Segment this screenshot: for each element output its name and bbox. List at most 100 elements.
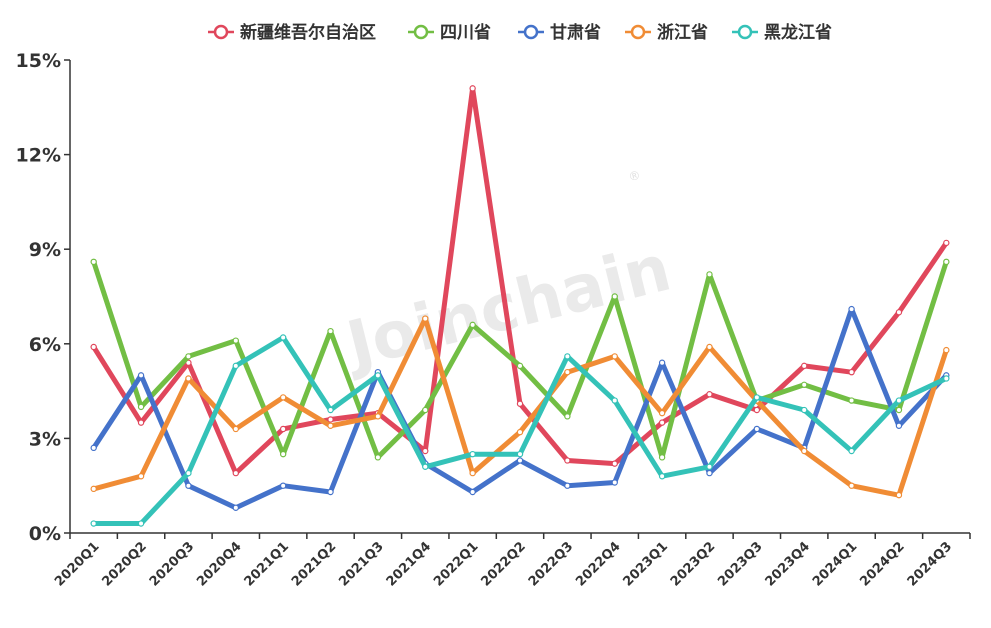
legend-item[interactable]: 黑龙江省 <box>732 22 832 43</box>
x-tick-label: 2021Q1 <box>242 539 292 589</box>
data-point <box>90 520 97 527</box>
data-point <box>753 425 761 433</box>
data-point <box>185 353 192 360</box>
legend-item[interactable]: 甘肃省 <box>518 22 601 43</box>
data-point <box>516 428 524 436</box>
legend-marker <box>213 24 229 40</box>
x-tick-label: 2024Q3 <box>905 539 955 589</box>
data-point <box>801 362 808 370</box>
x-tick-label: 2022Q1 <box>431 539 481 589</box>
legend-label: 黑龙江省 <box>764 22 832 43</box>
x-tick-label: 2020Q2 <box>99 539 149 589</box>
data-point <box>422 463 429 470</box>
data-point <box>706 469 713 477</box>
data-point <box>374 454 382 461</box>
data-point <box>516 362 524 370</box>
data-point <box>185 375 192 382</box>
data-point <box>658 359 666 366</box>
legend-label: 新疆维吾尔自治区 <box>240 22 376 43</box>
data-point <box>943 258 950 266</box>
data-point <box>753 406 761 414</box>
series-group <box>90 258 950 461</box>
data-point <box>327 406 334 414</box>
y-tick-label: 3% <box>29 428 61 450</box>
x-tick-label: 2021Q4 <box>384 539 434 589</box>
data-point <box>374 413 382 420</box>
x-tick-label: 2023Q1 <box>621 539 671 589</box>
data-point <box>516 457 524 464</box>
data-point <box>469 488 476 496</box>
data-point <box>895 309 903 316</box>
legend-item[interactable]: 新疆维吾尔自治区 <box>208 22 376 43</box>
data-point <box>327 422 334 429</box>
data-point <box>564 413 571 420</box>
data-point <box>232 504 239 511</box>
data-point <box>564 457 571 464</box>
data-point <box>137 372 145 379</box>
data-point <box>895 406 903 414</box>
data-point <box>137 419 145 426</box>
data-point <box>422 315 429 322</box>
data-point <box>327 416 334 423</box>
legend-item[interactable]: 四川省 <box>408 22 491 43</box>
legend-marker <box>737 24 753 40</box>
data-point <box>658 419 666 426</box>
data-point <box>374 372 382 379</box>
x-tick-label: 2024Q2 <box>857 539 907 589</box>
data-point <box>137 473 145 480</box>
data-point <box>279 394 287 401</box>
data-point <box>185 469 192 477</box>
data-point <box>279 482 287 489</box>
y-tick-label: 12% <box>16 145 61 167</box>
data-point <box>232 362 239 370</box>
data-point <box>279 334 287 341</box>
data-point <box>469 469 476 477</box>
data-point <box>706 391 713 398</box>
x-tick-label: 2020Q3 <box>147 539 197 589</box>
data-point <box>327 488 334 496</box>
legend: 新疆维吾尔自治区 四川省 甘肃省 浙江省 黑龙江省 <box>208 22 832 43</box>
watermark-registered-mark: ® <box>627 168 642 184</box>
data-point <box>611 460 618 467</box>
data-point <box>279 450 287 458</box>
data-point <box>185 482 192 489</box>
data-point <box>706 343 713 351</box>
data-point <box>611 479 618 486</box>
data-point <box>564 353 571 360</box>
data-point <box>943 375 950 382</box>
legend-item[interactable]: 浙江省 <box>625 22 708 43</box>
data-point <box>232 337 239 344</box>
data-point <box>516 450 524 458</box>
data-point <box>611 397 618 404</box>
data-point <box>137 520 145 527</box>
data-point <box>469 85 476 92</box>
legend-marker <box>523 24 539 40</box>
data-point <box>90 343 97 351</box>
data-point <box>943 239 950 247</box>
data-point <box>469 450 476 458</box>
data-point <box>90 444 97 452</box>
data-point <box>801 381 808 388</box>
legend-label: 四川省 <box>440 22 491 43</box>
data-point <box>611 353 618 360</box>
data-point <box>943 346 950 354</box>
data-point <box>422 406 429 414</box>
legend-label: 甘肃省 <box>550 22 601 43</box>
x-tick-label: 2020Q1 <box>52 539 102 589</box>
x-tick-label: 2023Q4 <box>763 539 813 589</box>
x-tick-label: 2022Q2 <box>478 539 528 589</box>
legend-label: 浙江省 <box>657 22 708 43</box>
data-point <box>895 422 903 429</box>
data-point <box>516 400 524 407</box>
data-point <box>232 469 239 477</box>
data-point <box>232 425 239 433</box>
y-tick-label: 9% <box>29 239 61 261</box>
data-point <box>706 463 713 470</box>
data-point <box>564 482 571 489</box>
x-tick-label: 2023Q2 <box>668 539 718 589</box>
data-point <box>564 368 571 376</box>
data-point <box>90 485 97 493</box>
y-tick-label: 6% <box>29 334 61 356</box>
